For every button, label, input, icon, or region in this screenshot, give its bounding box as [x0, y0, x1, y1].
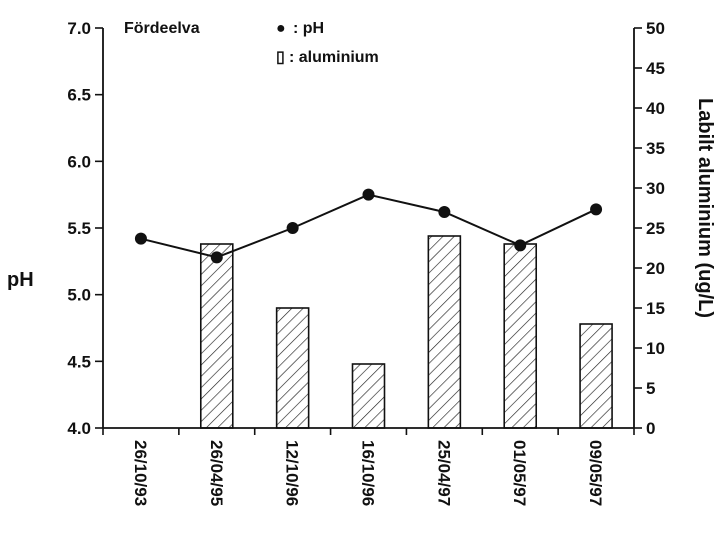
y-left-tick-label: 7.0 — [67, 19, 91, 38]
aluminium-bar-4 — [427, 235, 462, 429]
ph-point-1 — [210, 251, 223, 264]
aluminium-bar-2 — [275, 307, 310, 429]
y-right-tick-label: 25 — [646, 219, 665, 238]
y-right-tick-label: 30 — [646, 179, 665, 198]
y-left-tick-label: 4.0 — [67, 419, 91, 438]
legend-ph-label: : pH — [293, 20, 324, 37]
y-left-tick-label: 6.0 — [67, 152, 91, 171]
legend-aluminium-label: : aluminium — [289, 49, 379, 66]
y-right-tick-label: 40 — [646, 99, 665, 118]
ph-point-5 — [514, 239, 527, 252]
ph-point-0 — [134, 232, 147, 245]
y-right-tick-label: 20 — [646, 259, 665, 278]
y-left-tick-label: 4.5 — [67, 352, 91, 371]
y-right-tick-label: 45 — [646, 59, 665, 78]
ph-point-6 — [590, 203, 603, 216]
aluminium-bar-1 — [199, 243, 234, 429]
y-right-tick-label: 5 — [646, 379, 655, 398]
y-axis-right-label: Labilt aluminium (ug/L) — [694, 98, 716, 318]
y-right-tick-label: 10 — [646, 339, 665, 358]
x-tick-label: 16/10/96 — [359, 440, 378, 506]
chart-title: Fördeelva — [124, 20, 200, 37]
ph-point-3 — [362, 188, 375, 201]
aluminium-bar-3 — [351, 363, 386, 429]
x-tick-label: 09/05/97 — [586, 440, 605, 506]
ph-point-4 — [438, 206, 451, 218]
x-tick-label: 25/04/97 — [434, 440, 453, 506]
aluminium-bar-5 — [503, 243, 538, 429]
y-right-tick-label: 50 — [646, 19, 665, 38]
y-right-tick-label: 0 — [646, 419, 655, 438]
axes-layer: 4.0 4.5 5.0 5.5 6.0 6.5 7.0 0 5 10 15 20 25 30 35 40 45 5… — [67, 19, 665, 506]
y-left-tick-label: 5.5 — [67, 219, 91, 238]
x-tick-label: 26/10/93 — [131, 440, 150, 506]
legend: ● : pH ▯ : aluminium — [276, 20, 379, 66]
aluminium-bar-6 — [579, 323, 613, 429]
y-left-tick-label: 6.5 — [67, 86, 91, 105]
y-right-tick-label: 35 — [646, 139, 665, 158]
x-tick-label: 01/05/97 — [510, 440, 529, 506]
ph-point-2 — [286, 222, 299, 234]
legend-ph-symbol: ● — [276, 20, 286, 37]
x-tick-label: 26/04/95 — [207, 440, 226, 506]
x-tick-label: 12/10/96 — [283, 440, 302, 506]
bars-layer — [199, 235, 613, 429]
ph-line-layer — [134, 188, 603, 264]
legend-aluminium-symbol: ▯ — [276, 49, 285, 66]
y-left-tick-label: 5.0 — [67, 286, 91, 305]
y-right-tick-label: 15 — [646, 299, 665, 318]
y-axis-left-label: pH — [7, 269, 34, 291]
